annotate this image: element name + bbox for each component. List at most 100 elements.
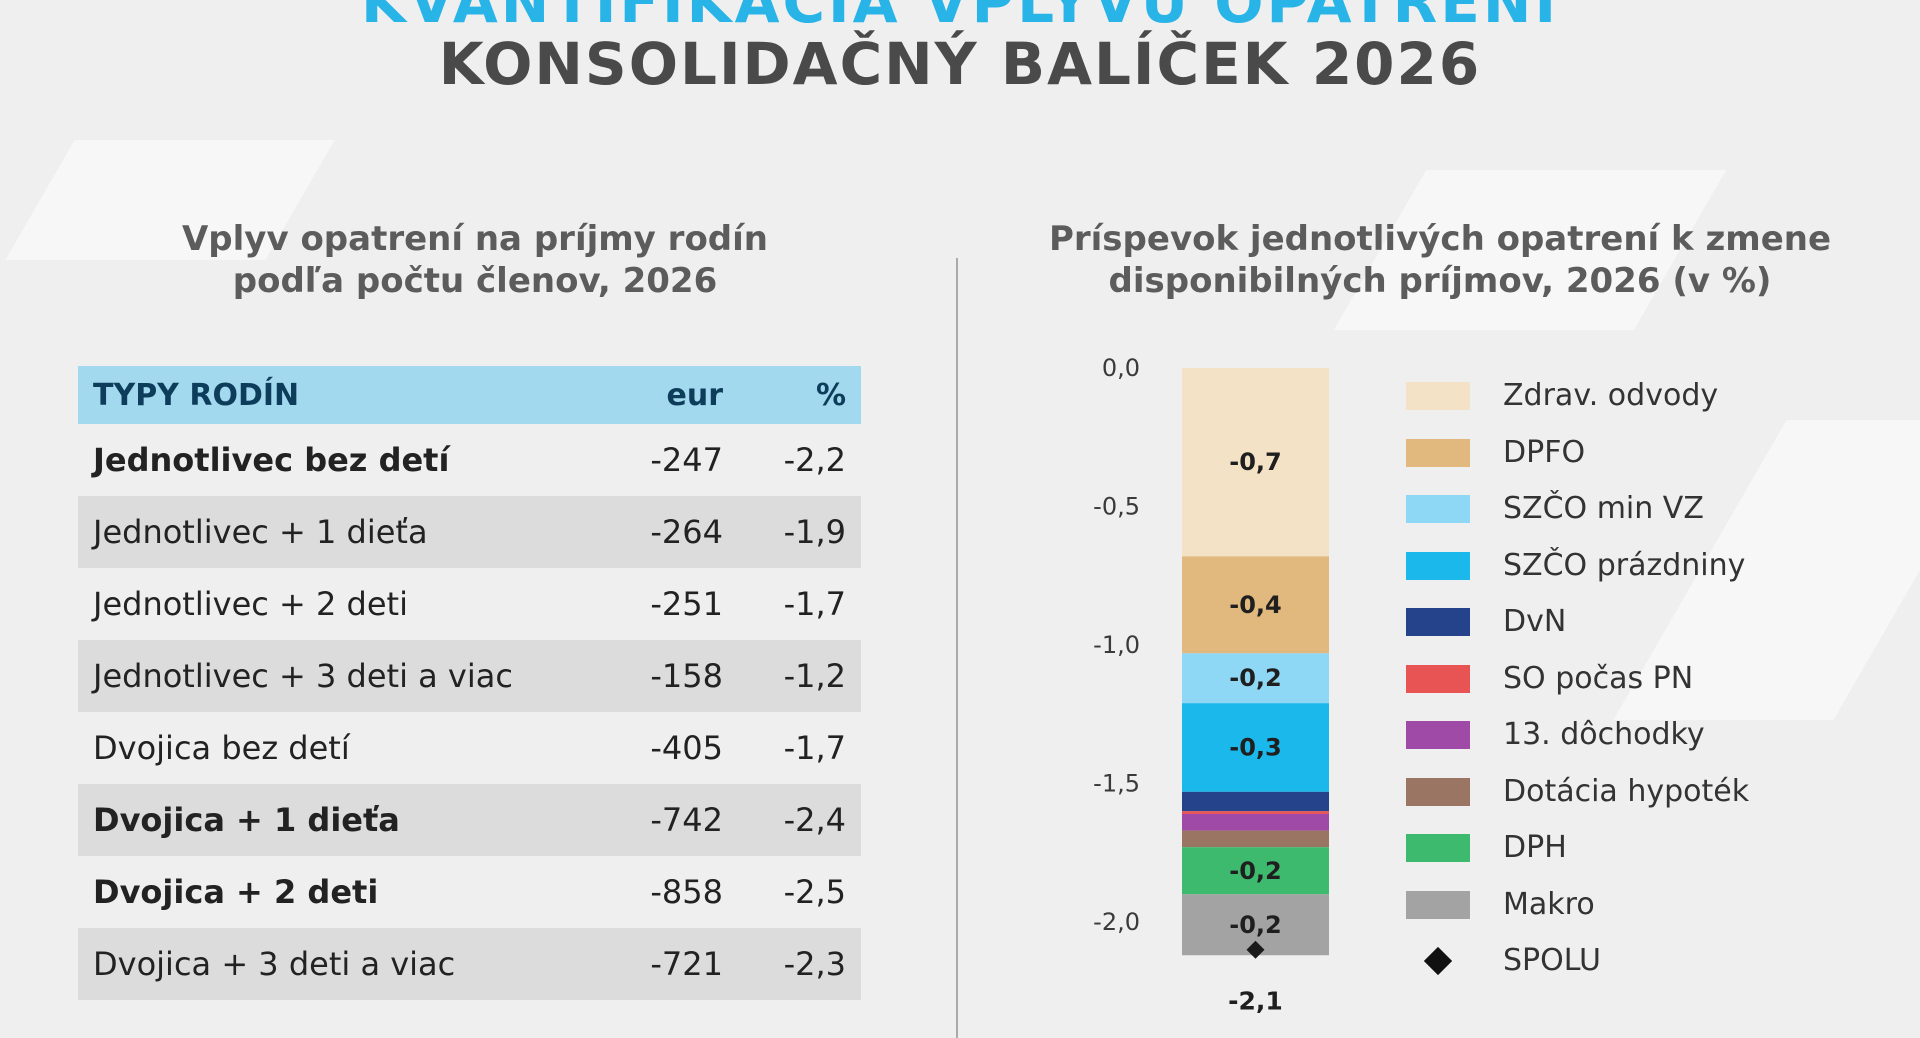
percent-cell: -2,3 [738,928,861,1000]
percent-cell: -1,7 [783,585,846,623]
eur-cell: -247 [650,441,723,479]
bar-segment-dot-cia-hypot-k [1182,830,1329,848]
legend-label: 13. dôchodky [1503,717,1705,752]
y-tick-label: -1,5 [1093,770,1140,798]
panel-divider [956,258,958,1038]
legend-swatch [1406,777,1470,806]
legend-item: SPOLU [1406,943,1866,979]
percent-cell: -2,5 [783,873,846,911]
bar-segment-sz-o-min-vz [1182,653,1329,704]
legend-swatch [1406,664,1470,693]
table-title-line2: podľa počtu členov, 2026 [232,261,718,301]
eur-cell: -405 [650,729,723,767]
y-tick-label: -1,0 [1093,631,1140,659]
table-row: Jednotlivec + 3 deti a viac -158 -1,2 [78,640,861,712]
legend-label: Makro [1503,886,1595,922]
family-type-cell: Jednotlivec + 2 deti [93,585,408,623]
stacked-bar-chart: 0,0 -0,5 -1,0 -1,5 -2,0 -0,7 -0,4 -0,2 -0,3 -0,2 -… [1093,354,1329,1016]
y-tick-label: -0,5 [1093,493,1140,521]
legend-swatch [1406,721,1470,749]
legend-swatch [1406,495,1470,523]
bar-segment-sz-o-pr-zdniny [1182,703,1329,792]
bar-segment-dpfo [1182,556,1329,654]
table-row: Jednotlivec + 1 dieťa -264 -1,9 [78,496,861,568]
family-type-cell: Jednotlivec + 1 dieťa [78,496,578,568]
legend-item: Makro [1406,887,1866,923]
percent-cell: -2,2 [783,441,846,479]
table-title: Vplyv opatrení na príjmy rodín podľa poč… [70,218,880,302]
legend-label: SO počas PN [1503,660,1694,696]
legend-label: SPOLU [1503,943,1601,978]
eur-cell: -721 [578,928,738,1000]
legend-item: SZČO prázdniny [1406,548,1866,584]
y-tick-label: 0,0 [1102,354,1140,382]
table-row: Dvojica + 1 dieťa -742 -2,4 [78,784,861,856]
table-row: Dvojica bez detí -405 -1,7 [78,712,861,784]
legend-label: DPFO [1503,434,1586,470]
column-header-family-type: TYPY RODÍN [78,366,578,424]
legend-swatch [1406,382,1470,410]
cut-off-headline: KVANTIFIKÁCIA VPLYVU OPATRENÍ [360,0,1560,36]
legend-diamond-icon [1423,946,1453,976]
eur-cell: -264 [578,496,738,568]
bar-segment-dvn [1182,791,1329,812]
percent-cell: -2,4 [738,784,861,856]
legend-item: Zdrav. odvody [1406,378,1866,414]
eur-cell: -742 [578,784,738,856]
table-row: Jednotlivec + 2 deti -251 -1,7 [78,568,861,640]
bar-segment-zdrav-odvody [1182,368,1329,557]
column-header-percent: % [738,366,861,424]
column-header-eur: eur [578,366,738,424]
bar-segment-13-d-chodky [1182,813,1329,831]
percent-cell: -1,9 [738,496,861,568]
family-type-cell: Jednotlivec + 3 deti a viac [78,640,578,712]
table-header-row: TYPY RODÍN eur % [78,366,861,424]
total-marker-diamond [1246,940,1265,959]
chart-title-line1: Príspevok jednotlivých opatrení k zmene [1048,219,1832,259]
legend-label: SZČO prázdniny [1503,547,1746,583]
legend-swatch [1406,890,1470,919]
legend-item: DvN [1406,604,1866,640]
chart-legend: Zdrav. odvody DPFO SZČO min VZ SZČO prázdni… [1406,378,1876,978]
legend-swatch [1406,834,1470,862]
data-label: -0,4 [1229,591,1281,619]
legend-label: Zdrav. odvody [1503,378,1719,413]
legend-item: DPH [1406,830,1866,866]
legend-label: DPH [1503,830,1567,865]
legend-swatch [1406,551,1470,580]
chart-title: Príspevok jednotlivých opatrení k zmene … [975,218,1905,302]
total-value-label: -2,1 [1228,987,1283,1016]
family-type-cell: Dvojica + 3 deti a viac [78,928,578,1000]
legend-item: DPFO [1406,435,1866,471]
family-impact-table: TYPY RODÍN eur % Jednotlivec bez detí -24… [78,366,861,1000]
family-type-cell: Dvojica + 1 dieťa [78,784,578,856]
legend-label: DvN [1503,604,1567,639]
legend-item: 13. dôchodky [1406,717,1866,753]
legend-label: Dotácia hypoték [1503,773,1750,809]
y-tick-label: -2,0 [1093,908,1140,936]
data-label: -0,7 [1229,448,1281,476]
eur-cell: -158 [578,640,738,712]
page-title: KONSOLIDAČNÝ BALÍČEK 2026 [438,30,1482,98]
table-title-line1: Vplyv opatrení na príjmy rodín [181,219,769,259]
data-label: -0,2 [1229,664,1281,692]
eur-cell: -858 [650,873,723,911]
eur-cell: -251 [650,585,723,623]
bar-segment-so-po-as-pn [1182,811,1329,814]
legend-swatch [1406,438,1470,467]
family-type-cell: Jednotlivec bez detí [93,441,450,479]
percent-cell: -1,7 [783,729,846,767]
legend-item: SO počas PN [1406,661,1866,697]
family-type-cell: Dvojica + 2 deti [93,873,379,911]
legend-item: SZČO min VZ [1406,491,1866,527]
bar-segment-dph [1182,847,1329,895]
table-row: Jednotlivec bez detí -247 -2,2 [78,424,861,496]
legend-item: Dotácia hypoték [1406,774,1866,810]
percent-cell: -1,2 [738,640,861,712]
data-label: -0,2 [1229,911,1281,939]
family-type-cell: Dvojica bez detí [93,729,350,767]
data-label: -0,2 [1229,857,1281,885]
data-label: -0,3 [1229,733,1281,761]
chart-title-line2: disponibilných príjmov, 2026 (v %) [1108,261,1772,301]
table-row: Dvojica + 2 deti -858 -2,5 [78,856,861,928]
